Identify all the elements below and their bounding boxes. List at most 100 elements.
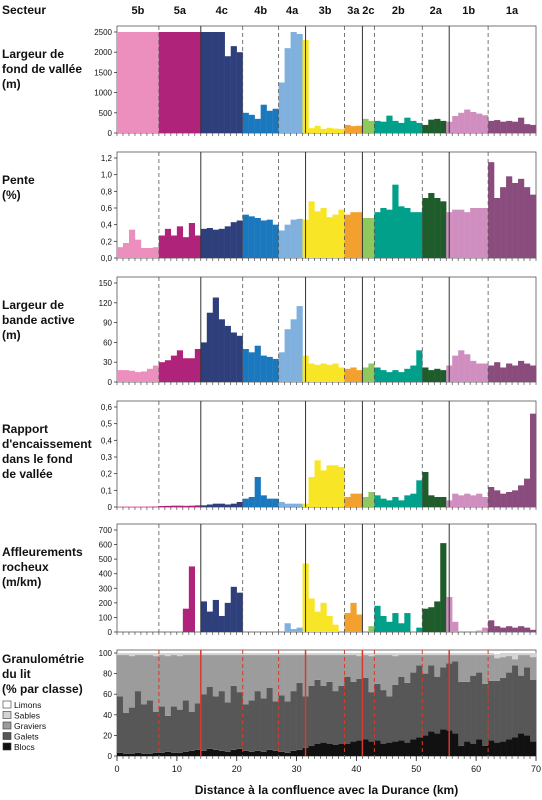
gran-galets-14: [200, 694, 208, 751]
bar-rapport_encaissement-4b-25: [266, 498, 273, 507]
bar-largeur_fond-3b-37: [338, 128, 345, 133]
gran-blocs-12: [188, 750, 196, 756]
bar-largeur_bande-5a-12: [188, 358, 196, 382]
bar-rapport_encaissement-3b-37: [338, 467, 345, 507]
ytick-label-largeur_bande-4: 120: [99, 299, 113, 308]
gran-blocs-51: [422, 735, 429, 756]
gran-blocs-16: [212, 749, 220, 756]
gran-blocs-46: [392, 741, 399, 756]
bar-largeur_fond-2b-45: [386, 115, 393, 133]
bar-largeur_bande-1a-67: [518, 360, 525, 382]
gran-graviers-41: [362, 655, 369, 678]
gran-galets-6: [152, 711, 160, 753]
bar-pente-3b-33: [314, 211, 321, 258]
gran-galets-9: [170, 706, 178, 753]
gran-graviers-23: [254, 655, 261, 692]
gran-galets-41: [362, 677, 369, 740]
panel-label-affleurements-0: Affleurements: [2, 545, 83, 559]
ytick-label-affleurements-5: 500: [99, 555, 113, 564]
ytick-label-affleurements-6: 600: [99, 541, 113, 550]
bar-pente-5b-5: [146, 248, 154, 258]
bar-largeur_bande-4b-25: [266, 356, 273, 382]
bar-rapport_encaissement-4b-22: [248, 497, 255, 507]
gran-blocs-30: [296, 749, 303, 756]
bar-rapport_encaissement-2c-42: [368, 492, 375, 507]
bar-largeur_bande-4b-23: [254, 345, 261, 382]
bar-pente-2b-45: [386, 209, 393, 258]
bar-affleurements-1a-68: [524, 627, 531, 632]
gran-sables-0: [117, 653, 124, 656]
bar-largeur_fond-1a-68: [524, 124, 531, 133]
xtick-label-4: 40: [351, 764, 361, 774]
gran-sables-50: [416, 653, 423, 656]
gran-galets-53: [434, 676, 441, 734]
gran-blocs-23: [254, 750, 261, 756]
gran-sables-17: [218, 653, 226, 656]
bar-largeur_bande-4a-29: [290, 319, 297, 382]
sector-label-1a: 1a: [506, 5, 519, 17]
bar-largeur_fond-5a-8: [164, 32, 172, 133]
bar-pente-1b-60: [476, 208, 483, 258]
bar-largeur_fond-5b-2: [128, 32, 136, 133]
bar-affleurements-1a-64: [500, 627, 507, 632]
gran-blocs-14: [200, 750, 208, 756]
gran-galets-29: [290, 691, 297, 751]
bar-rapport_encaissement-3a-39: [350, 493, 357, 507]
bar-pente-4b-22: [248, 216, 255, 258]
bar-largeur_fond-1b-56: [452, 116, 459, 133]
gran-sables-12: [188, 653, 196, 656]
bar-largeur_bande-1a-68: [524, 363, 531, 382]
bar-pente-2c-42: [368, 218, 375, 258]
bar-rapport_encaissement-2b-43: [374, 495, 381, 507]
gran-sables-10: [176, 653, 184, 657]
panel-label-largeur_bande-1: bande active: [2, 313, 75, 327]
legend-label-Sables: Sables: [14, 711, 40, 721]
gran-galets-33: [314, 679, 321, 744]
bar-rapport_encaissement-4b-24: [260, 495, 267, 507]
bar-affleurements-2b-47: [398, 623, 405, 632]
sector-label-5a: 5a: [174, 5, 187, 17]
gran-sables-19: [230, 653, 238, 656]
gran-galets-40: [356, 678, 363, 741]
bar-rapport_encaissement-2c-41: [362, 497, 369, 507]
gran-graviers-29: [290, 655, 297, 692]
bar-largeur_bande-1a-69: [530, 365, 537, 382]
gran-blocs-26: [272, 750, 279, 756]
xtick-label-6: 60: [471, 764, 481, 774]
gran-blocs-44: [380, 743, 387, 756]
bar-largeur_bande-2b-49: [410, 365, 417, 382]
gran-blocs-27: [278, 751, 285, 756]
gran-galets-30: [296, 682, 303, 750]
bar-largeur_bande-5a-9: [170, 355, 178, 382]
x-axis-title: Distance à la confluence avec la Durance…: [195, 783, 458, 797]
gran-sables-54: [440, 653, 447, 656]
ytick-label-rapport_encaissement-3: 0,3: [101, 453, 113, 462]
gran-blocs-36: [332, 744, 339, 756]
bar-pente-2c-41: [362, 218, 369, 258]
gran-galets-43: [374, 683, 381, 741]
gran-graviers-28: [284, 655, 291, 702]
bar-largeur_bande-1b-57: [458, 350, 465, 382]
gran-blocs-8: [164, 751, 172, 756]
ytick-label-affleurements-4: 400: [99, 570, 113, 579]
gran-sables-53: [434, 653, 441, 656]
gran-sables-20: [236, 653, 243, 656]
bar-rapport_encaissement-4c-14: [200, 505, 207, 507]
bar-pente-5a-9: [170, 235, 178, 258]
gran-graviers-8: [164, 656, 172, 716]
gran-graviers-63: [494, 658, 501, 681]
bar-pente-1b-61: [482, 208, 489, 258]
gran-blocs-34: [320, 742, 327, 756]
gran-galets-59: [470, 675, 477, 744]
bar-largeur_bande-5a-8: [164, 360, 172, 382]
panel-label-largeur_fond-0: Largeur de: [2, 47, 64, 61]
gran-ytick-label-3: 60: [103, 690, 112, 699]
gran-blocs-45: [386, 742, 393, 756]
gran-galets-54: [440, 667, 447, 730]
bar-largeur_fond-2a-51: [422, 124, 429, 133]
bar-rapport_encaissement-2b-46: [392, 497, 399, 507]
legend-swatch-Galets: [2, 732, 12, 740]
gran-sables-26: [272, 653, 279, 656]
bar-pente-3a-39: [350, 212, 357, 258]
